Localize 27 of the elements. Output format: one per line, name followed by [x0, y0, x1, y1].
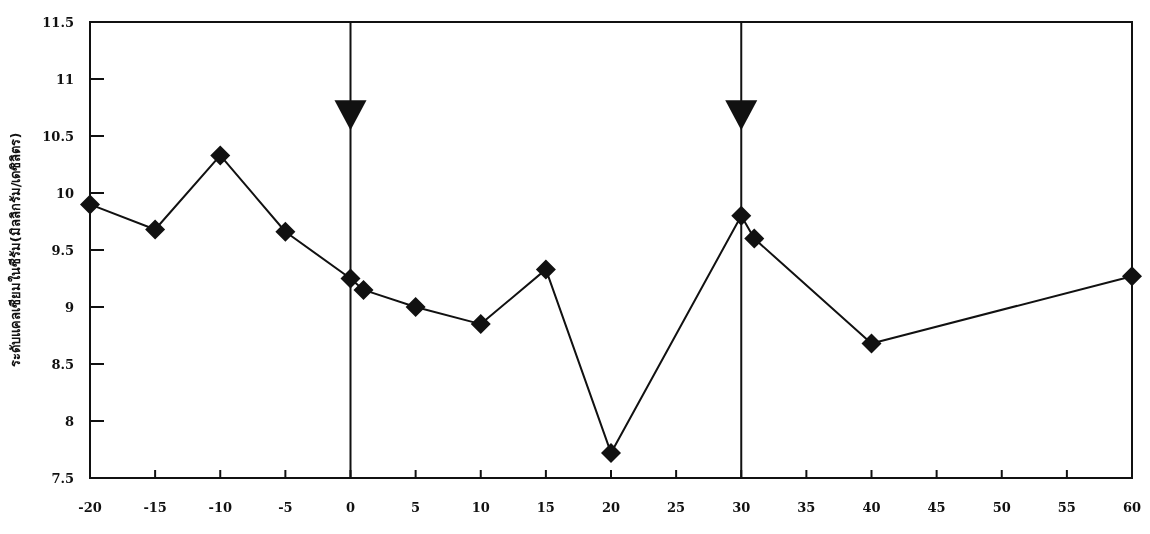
y-tick-label: 11.5 — [42, 15, 74, 30]
x-tick-label: 0 — [345, 500, 356, 515]
x-tick-label: 10 — [471, 500, 490, 515]
x-tick-label: 30 — [732, 500, 751, 515]
y-tick-label: 9 — [64, 300, 74, 315]
y-axis-title: ระดับแคลเซียมในซีรัม(มิลลิกรัม/เดซิลิตร) — [7, 132, 23, 368]
y-tick-label: 8 — [64, 414, 74, 429]
x-tick-label: 35 — [797, 500, 816, 515]
x-tick-label: 20 — [601, 500, 621, 515]
y-tick-label: 11 — [55, 72, 74, 87]
y-tick-label: 9.5 — [51, 243, 74, 258]
x-tick-label: 55 — [1057, 500, 1076, 515]
x-tick-label: -20 — [78, 500, 102, 515]
x-tick-label: 5 — [411, 500, 421, 515]
y-tick-label: 7.5 — [51, 471, 74, 486]
x-tick-label: -10 — [208, 500, 232, 515]
x-tick-label: 60 — [1122, 500, 1142, 515]
x-tick-label: -15 — [143, 500, 167, 515]
x-tick-label: 25 — [667, 500, 686, 515]
y-tick-label: 10 — [55, 186, 74, 201]
y-tick-label: 10.5 — [42, 129, 74, 144]
x-tick-label: 40 — [862, 500, 881, 515]
x-tick-label: -5 — [278, 500, 293, 515]
y-tick-label: 8.5 — [51, 357, 74, 372]
x-tick-label: 50 — [992, 500, 1011, 515]
x-tick-label: 15 — [536, 500, 555, 515]
x-tick-label: 45 — [927, 500, 946, 515]
